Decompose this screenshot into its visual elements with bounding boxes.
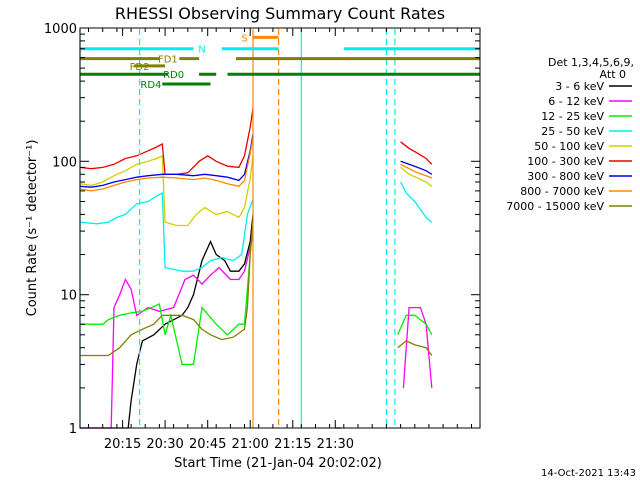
x-axis-label: Start Time (21-Jan-04 20:02:02) xyxy=(174,456,382,471)
x-tick-label-5: 21:30 xyxy=(317,437,354,452)
legend-header-line2: Att 0 xyxy=(600,68,626,81)
legend-label-4: 50 - 100 keV xyxy=(534,140,604,153)
series-line-0-0 xyxy=(80,214,254,429)
series-line-2-0 xyxy=(80,222,254,366)
legend-label-6: 300 - 800 keV xyxy=(527,170,604,183)
series-line-8-0 xyxy=(80,222,254,357)
series-line-6-0 xyxy=(79,133,254,188)
x-tick-label-1: 20:30 xyxy=(146,437,183,452)
series-layer xyxy=(79,108,433,429)
y-tick-label-2: 100 xyxy=(52,155,77,170)
x-tick-label-0: 20:15 xyxy=(104,437,141,452)
legend-label-3: 25 - 50 keV xyxy=(541,125,604,138)
legend: Det 1,3,4,5,6,9, Att 0 3 - 6 keV 6 - 12 k… xyxy=(506,56,634,213)
series-line-3-0 xyxy=(79,191,254,272)
plot-frame xyxy=(79,27,481,429)
series-line-2-1 xyxy=(397,314,433,336)
legend-header-line1: Det 1,3,4,5,6,9, xyxy=(548,56,634,69)
legend-label-5: 100 - 300 keV xyxy=(527,155,604,168)
series-line-7-0 xyxy=(79,137,254,192)
series-line-1-1 xyxy=(402,306,433,388)
y-tick-label-3: 1000 xyxy=(44,22,77,37)
legend-label-2: 12 - 25 keV xyxy=(541,110,604,123)
x-tick-label-4: 21:15 xyxy=(274,437,311,452)
series-line-6-1 xyxy=(400,160,433,175)
footer-date: 14-Oct-2021 13:43 xyxy=(541,468,636,479)
legend-label-0: 3 - 6 keV xyxy=(555,80,604,93)
series-line-5-1 xyxy=(400,141,433,165)
marker-layer xyxy=(79,29,396,428)
series-line-5-0 xyxy=(79,108,254,175)
flag-label-fd2: FD2 xyxy=(130,62,150,73)
x-tick-label-3: 21:00 xyxy=(231,437,268,452)
legend-label-7: 800 - 7000 keV xyxy=(520,185,604,198)
series-line-4-0 xyxy=(79,154,254,227)
series-line-1-0 xyxy=(80,234,254,429)
y-tick-label-0: 1 xyxy=(69,422,77,437)
y-tick-label-1: 10 xyxy=(60,289,77,304)
series-line-4-1 xyxy=(400,166,433,187)
legend-label-8: 7000 - 15000 keV xyxy=(506,200,604,213)
series-line-8-1 xyxy=(397,340,433,356)
axes-layer: 20:15 20:30 20:45 21:00 21:15 21:30 1 10 100 1000 xyxy=(44,22,480,452)
series-line-3-1 xyxy=(400,181,433,223)
y-axis-label: Count Rate (s⁻¹ detector⁻¹) xyxy=(25,140,40,317)
chart-title: RHESSI Observing Summary Count Rates xyxy=(115,4,445,23)
series-line-7-1 xyxy=(400,163,433,179)
legend-label-1: 6 - 12 keV xyxy=(548,95,604,108)
flag-label-rd0: RD0 xyxy=(163,70,184,81)
flag-label-n: N xyxy=(198,45,205,56)
flag-label-rd4: RD4 xyxy=(140,80,161,91)
flag-label-fd1: FD1 xyxy=(158,55,178,66)
flag-label-s: S xyxy=(241,33,247,44)
x-tick-label-2: 20:45 xyxy=(189,437,226,452)
